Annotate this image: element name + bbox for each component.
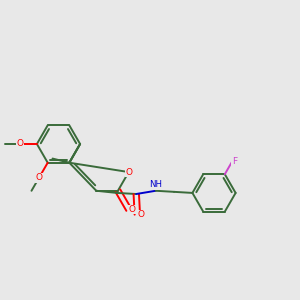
Text: O: O	[137, 210, 144, 219]
Text: O: O	[129, 205, 136, 214]
Text: NH: NH	[149, 180, 162, 189]
Text: O: O	[125, 168, 132, 177]
Text: F: F	[232, 157, 237, 166]
Text: O: O	[16, 140, 23, 148]
Text: O: O	[36, 173, 43, 182]
